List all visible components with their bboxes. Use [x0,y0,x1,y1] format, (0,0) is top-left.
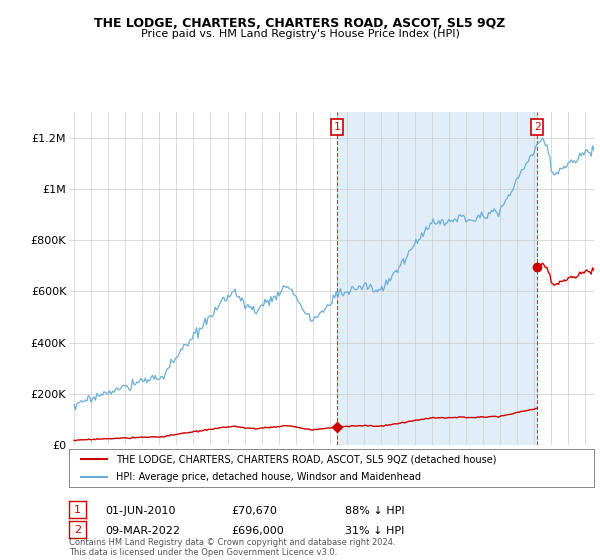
Text: 88% ↓ HPI: 88% ↓ HPI [345,506,404,516]
Text: £696,000: £696,000 [231,526,284,536]
Text: 1: 1 [334,122,340,132]
Text: Contains HM Land Registry data © Crown copyright and database right 2024.
This d: Contains HM Land Registry data © Crown c… [69,538,395,557]
Text: 09-MAR-2022: 09-MAR-2022 [105,526,180,536]
Text: 01-JUN-2010: 01-JUN-2010 [105,506,176,516]
Text: THE LODGE, CHARTERS, CHARTERS ROAD, ASCOT, SL5 9QZ (detached house): THE LODGE, CHARTERS, CHARTERS ROAD, ASCO… [116,454,497,464]
Text: 1: 1 [74,505,81,515]
Text: THE LODGE, CHARTERS, CHARTERS ROAD, ASCOT, SL5 9QZ: THE LODGE, CHARTERS, CHARTERS ROAD, ASCO… [94,17,506,30]
Text: 2: 2 [74,525,81,535]
Text: £70,670: £70,670 [231,506,277,516]
Text: 2: 2 [534,122,541,132]
Text: Price paid vs. HM Land Registry's House Price Index (HPI): Price paid vs. HM Land Registry's House … [140,29,460,39]
Bar [337,112,537,445]
Text: 31% ↓ HPI: 31% ↓ HPI [345,526,404,536]
Text: HPI: Average price, detached house, Windsor and Maidenhead: HPI: Average price, detached house, Wind… [116,472,421,482]
